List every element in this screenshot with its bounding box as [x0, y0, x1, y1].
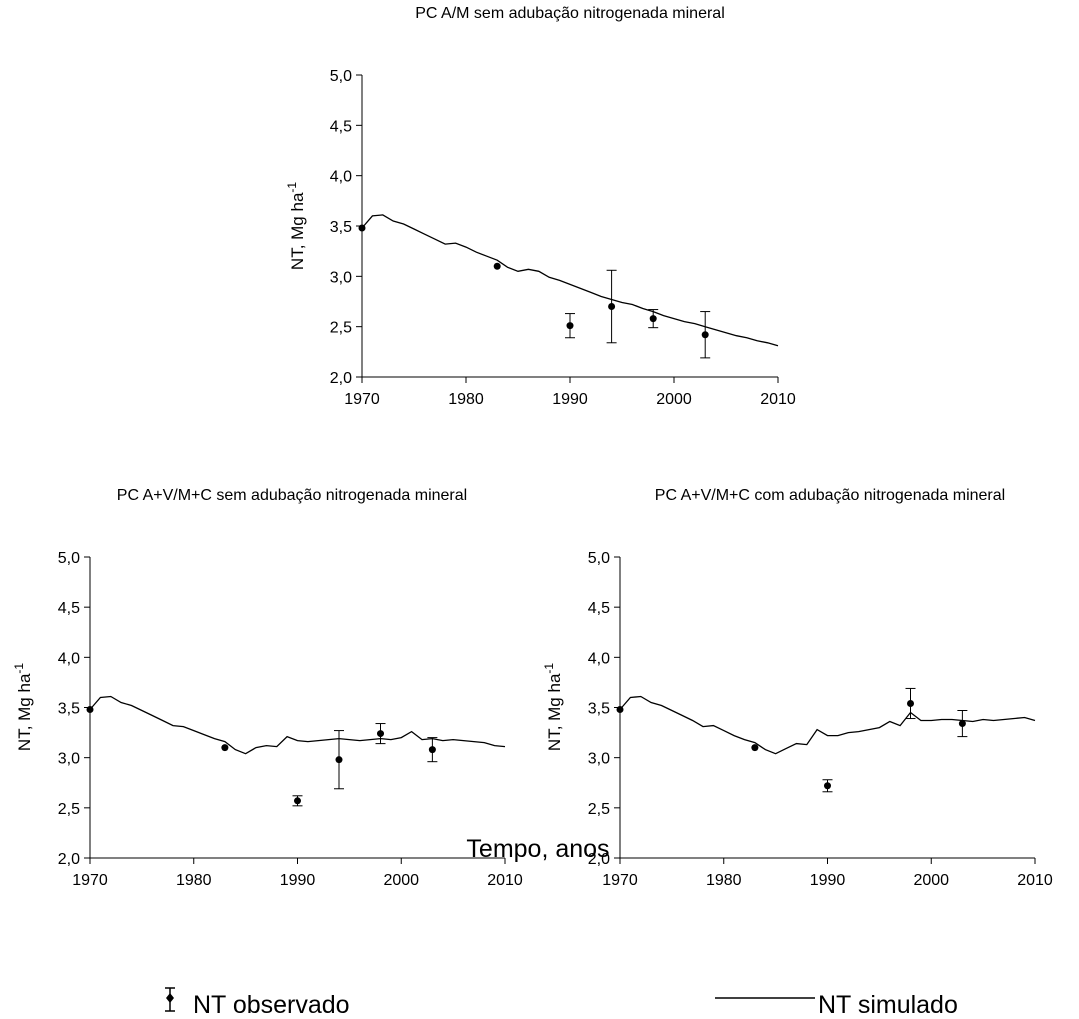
chart-panel-2: PC A+V/M+C sem adubação nitrogenada mine… — [12, 487, 523, 889]
y-tick-label: 2,5 — [588, 801, 610, 818]
observed-point — [358, 224, 366, 232]
chart-title: PC A+V/M+C sem adubação nitrogenada mine… — [117, 487, 467, 504]
chart-panel-3: PC A+V/M+C com adubação nitrogenada mine… — [542, 487, 1053, 889]
y-tick-label: 4,0 — [588, 650, 610, 667]
simulated-line — [89, 695, 506, 755]
observed-point — [335, 756, 343, 764]
y-tick-label: 5,0 — [58, 550, 80, 567]
y-tick-label: 4,5 — [58, 600, 80, 617]
chart-panel-1: PC A/M sem adubação nitrogenada mineral 2… — [285, 5, 796, 408]
y-tick-label: 2,5 — [58, 801, 80, 818]
x-tick-label: 1990 — [810, 872, 846, 889]
y-tick-label: 3,0 — [58, 751, 80, 768]
legend-observed-marker — [165, 987, 175, 1012]
observed-point — [616, 706, 624, 714]
observed-point — [824, 782, 831, 790]
observed-point — [701, 331, 709, 339]
observed-point — [608, 303, 616, 311]
x-tick-label: 1990 — [280, 872, 316, 889]
y-tick-label: 2,5 — [330, 320, 352, 337]
legend: NT observado NT simulado — [165, 987, 958, 1019]
observed-point — [493, 262, 501, 270]
y-axis-label: NT, Mg ha-1 — [285, 182, 307, 270]
y-tick-label: 3,5 — [330, 219, 352, 236]
observed-point — [958, 720, 966, 728]
y-tick-label: 2,0 — [58, 851, 80, 868]
y-tick-label: 2,0 — [588, 851, 610, 868]
x-tick-label: 2000 — [383, 872, 419, 889]
observed-point — [751, 744, 759, 752]
observed-point — [294, 797, 301, 805]
chart-title: PC A+V/M+C com adubação nitrogenada mine… — [655, 487, 1005, 504]
x-tick-label: 1970 — [344, 391, 380, 408]
x-tick-label: 2010 — [487, 872, 523, 889]
x-tick-label: 1980 — [448, 391, 484, 408]
y-tick-label: 3,5 — [58, 701, 80, 718]
y-tick-label: 3,0 — [588, 751, 610, 768]
observed-point — [428, 746, 436, 754]
observed-point — [377, 730, 384, 738]
y-axis-label-exponent: -1 — [12, 663, 26, 674]
y-tick-label: 4,5 — [588, 600, 610, 617]
y-tick-label: 3,0 — [330, 269, 352, 286]
legend-simulated-label: NT simulado — [818, 991, 958, 1019]
x-tick-label: 1980 — [176, 872, 212, 889]
y-tick-label: 5,0 — [588, 550, 610, 567]
y-tick-label: 2,0 — [330, 370, 352, 387]
x-tick-label: 1990 — [552, 391, 588, 408]
x-tick-label: 1980 — [706, 872, 742, 889]
y-axis-label: NT, Mg ha-1 — [12, 663, 34, 751]
x-tick-label: 1970 — [72, 872, 108, 889]
y-axis-label-exponent: -1 — [542, 663, 556, 674]
y-axis-label: NT, Mg ha-1 — [542, 663, 564, 751]
observed-point — [566, 322, 574, 330]
y-tick-label: 5,0 — [330, 68, 352, 85]
y-tick-label: 3,5 — [588, 701, 610, 718]
y-tick-label: 4,0 — [58, 650, 80, 667]
y-tick-label: 4,5 — [330, 118, 352, 135]
observed-point — [649, 315, 657, 323]
x-tick-label: 1970 — [602, 872, 638, 889]
y-axis-label-exponent: -1 — [285, 182, 299, 193]
x-tick-label: 2000 — [656, 391, 692, 408]
observed-point — [86, 706, 94, 714]
x-tick-label: 2010 — [760, 391, 796, 408]
observed-point — [907, 699, 914, 707]
legend-observed-label: NT observado — [193, 991, 350, 1019]
simulated-line — [361, 214, 779, 347]
simulated-line — [619, 695, 1036, 755]
x-tick-label: 2010 — [1017, 872, 1053, 889]
x-tick-label: 2000 — [913, 872, 949, 889]
observed-point — [221, 744, 229, 752]
chart-title: PC A/M sem adubação nitrogenada mineral — [415, 5, 725, 22]
y-tick-label: 4,0 — [330, 169, 352, 186]
